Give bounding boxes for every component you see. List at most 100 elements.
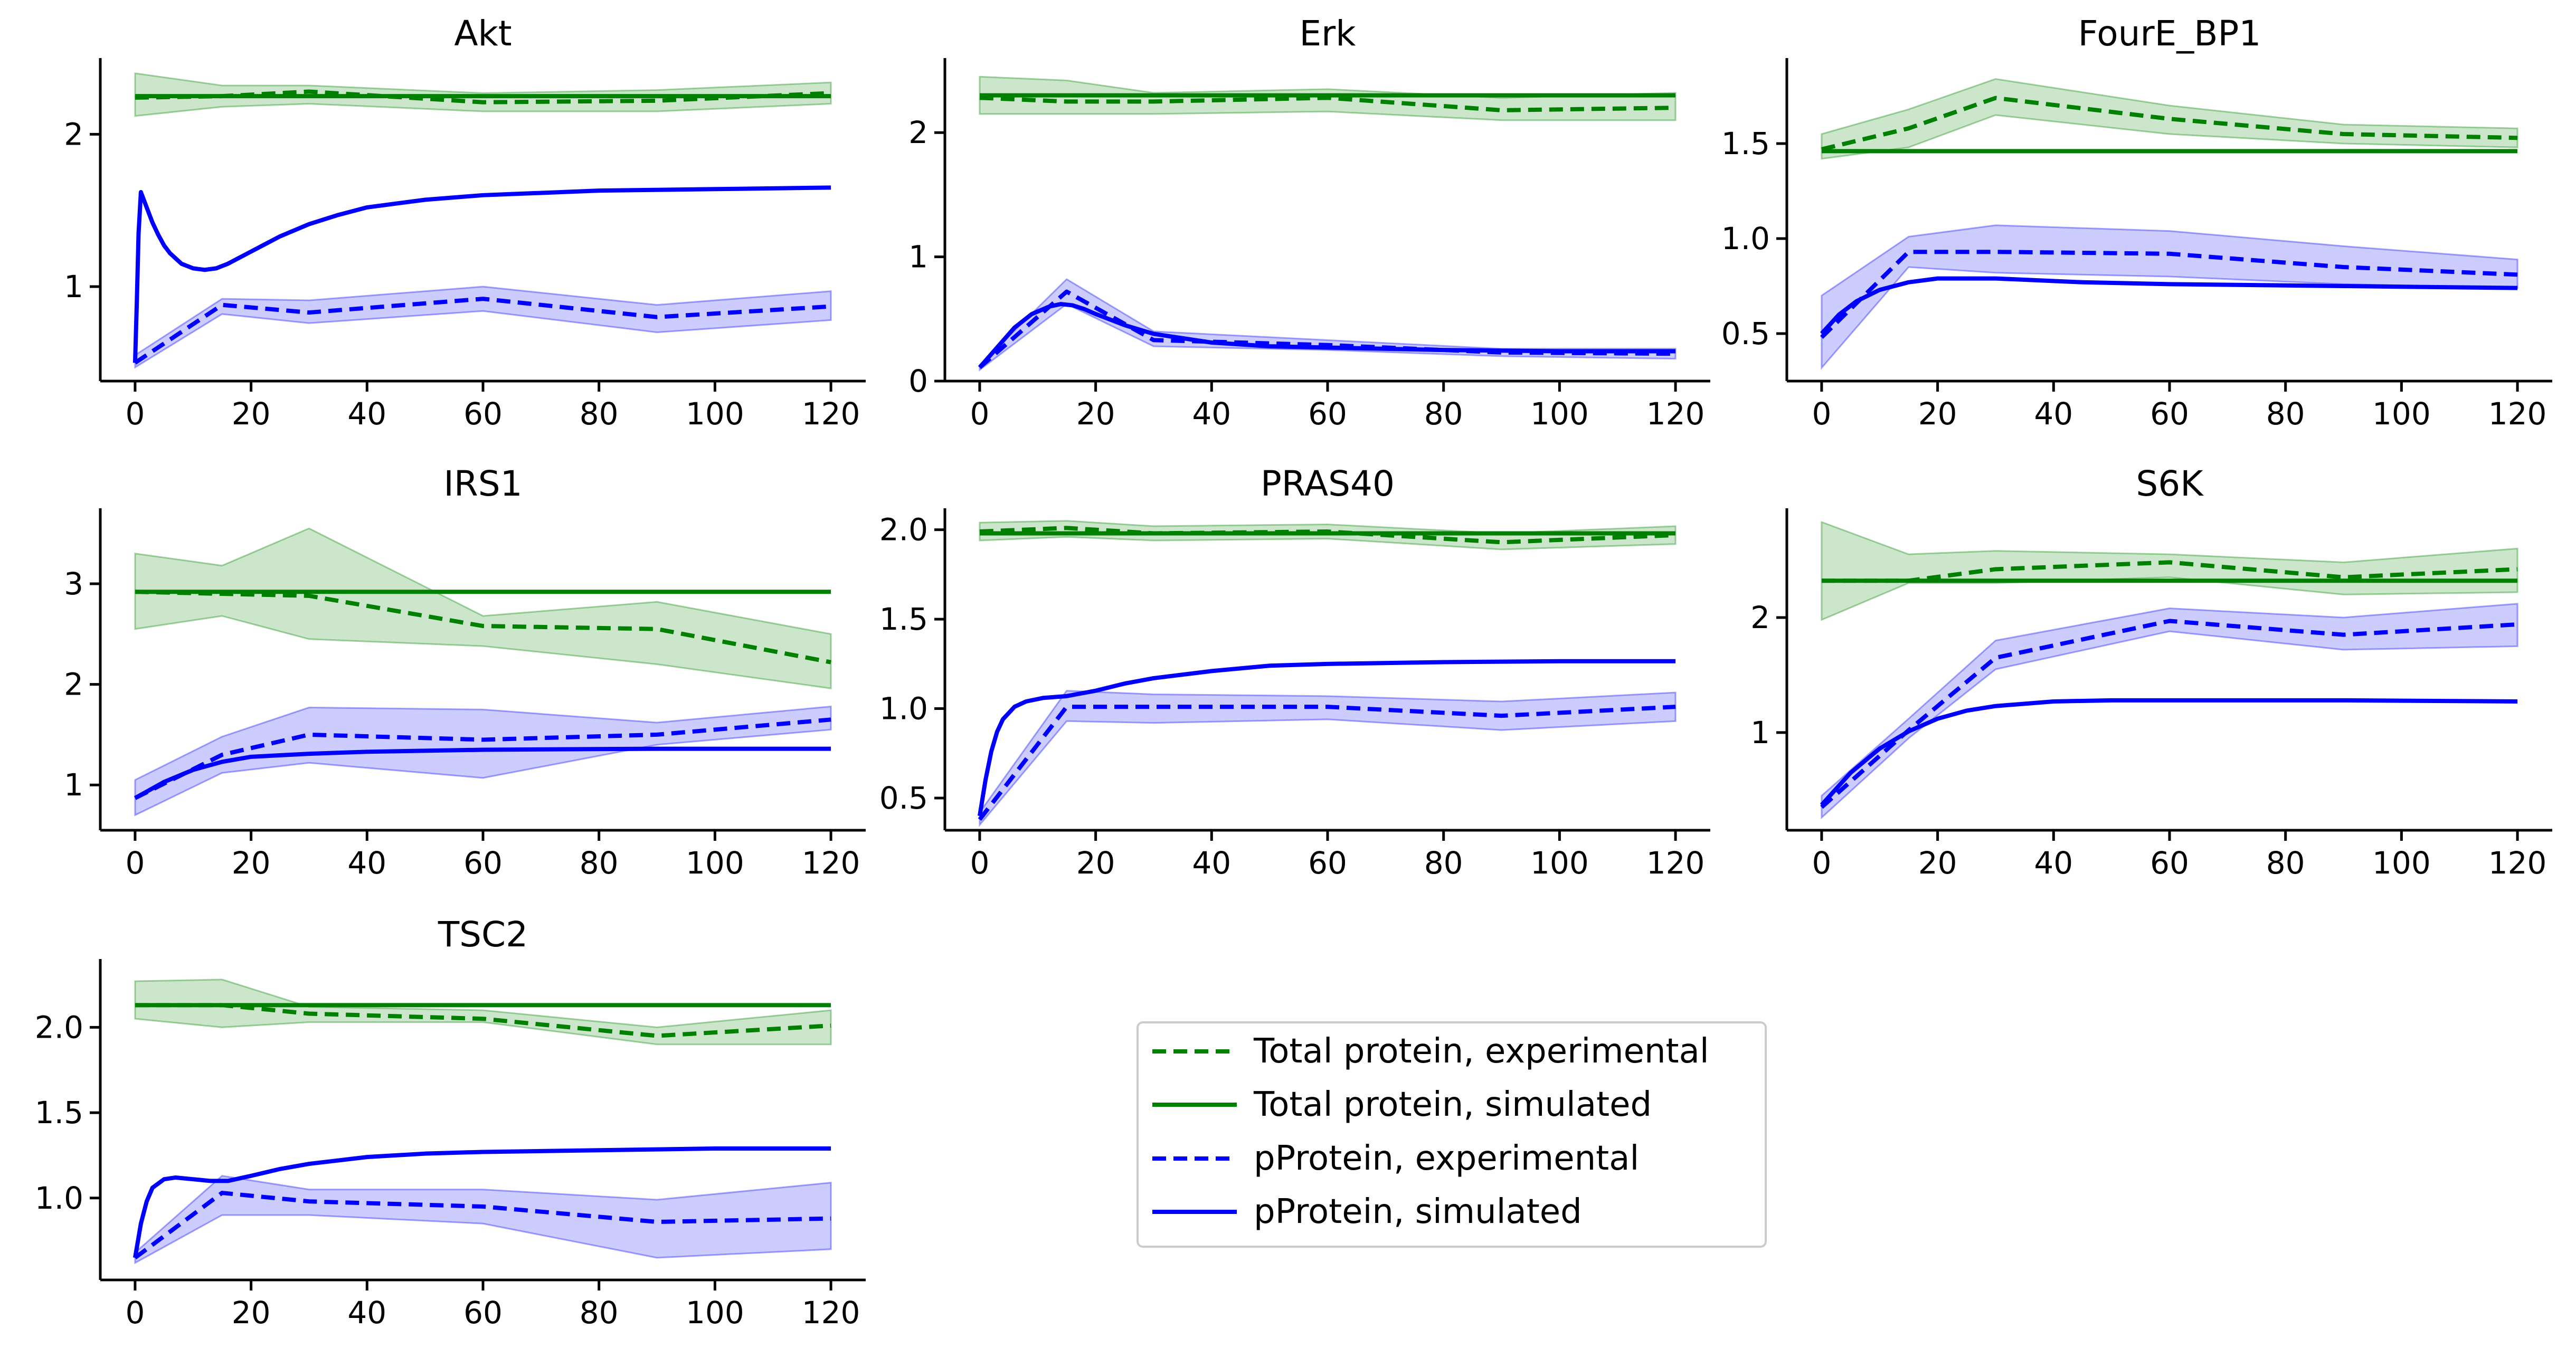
- x-tick-label: 60: [2150, 396, 2189, 432]
- y-tick-label: 2: [64, 116, 83, 152]
- total-protein-experimental-line: [979, 96, 1676, 112]
- pprotein-simulated-line: [132, 1146, 831, 1258]
- x-tick-label: 0: [125, 1295, 145, 1331]
- total-protein-experimental-line: [135, 590, 831, 665]
- x-tick-label: 80: [580, 1295, 619, 1331]
- y-tick-label: 1.5: [879, 601, 928, 637]
- x-tick-label: 20: [1918, 845, 1957, 881]
- y-tick-label: 1.0: [35, 1180, 83, 1216]
- y-tick-label: 1.5: [1721, 126, 1770, 162]
- x-tick-label: 60: [1308, 396, 1347, 432]
- y-tick-label: 2: [908, 115, 928, 150]
- subplot-title: TSC2: [438, 914, 528, 955]
- subplot-title: Akt: [454, 13, 512, 54]
- y-tick-label: 1: [1750, 715, 1770, 751]
- x-tick-label: 120: [802, 396, 860, 432]
- pprotein-simulated-line: [132, 185, 831, 363]
- x-tick-label: 60: [2150, 845, 2189, 881]
- total-protein-band: [134, 979, 832, 1046]
- legend: Total protein, experimental Total protei…: [1137, 1021, 1767, 1248]
- y-tick-label: 2: [64, 667, 83, 703]
- legend-frame: [1137, 1021, 1767, 1248]
- pprotein-band: [134, 1175, 832, 1265]
- x-tick-label: 80: [580, 845, 619, 881]
- x-tick-label: 40: [2034, 396, 2073, 432]
- pprotein-band: [1821, 224, 2518, 370]
- subplot-irs1: IRS1 0 20 40 60 80 100 120 1 2 3: [64, 463, 866, 881]
- x-tick-label: 120: [2488, 845, 2547, 881]
- total-protein-experimental-line: [135, 1003, 831, 1038]
- subplot-erk: Erk 0 20 40 60 80 100 120 0 1 2: [908, 13, 1710, 432]
- subplot-akt: Akt 0 20 40 60 80 100 120 1 2: [64, 13, 866, 432]
- x-tick-label: 100: [2372, 845, 2431, 881]
- pprotein-band: [979, 278, 1677, 372]
- x-tick-label: 20: [1076, 845, 1115, 881]
- x-tick-label: 120: [802, 845, 860, 881]
- legend-label-pprotein-experimental: pProtein, experimental: [1254, 1139, 1639, 1178]
- x-tick-label: 20: [1918, 396, 1957, 432]
- subplot-title: FourE_BP1: [2078, 13, 2261, 54]
- pprotein-band: [979, 690, 1677, 827]
- x-tick-label: 100: [686, 396, 744, 432]
- x-tick-label: 80: [1424, 396, 1463, 432]
- y-tick-label: 1.0: [879, 691, 928, 727]
- legend-label-total-simulated: Total protein, simulated: [1253, 1085, 1652, 1124]
- x-tick-label: 0: [970, 845, 989, 881]
- x-tick-label: 40: [1192, 845, 1231, 881]
- pprotein-experimental-line: [1820, 250, 2518, 339]
- x-tick-label: 120: [2488, 396, 2547, 432]
- y-tick-label: 2: [1750, 600, 1770, 635]
- y-tick-label: 1: [64, 767, 83, 803]
- x-tick-label: 40: [1192, 396, 1231, 432]
- subplot-foure-bp1: FourE_BP1 0 20 40 60 80 100 120 0.5 1.0 1.5: [1721, 13, 2552, 432]
- total-protein-experimental-line: [1821, 560, 2518, 583]
- y-tick-label: 1.5: [35, 1095, 83, 1131]
- total-protein-band: [1821, 520, 2518, 621]
- x-tick-label: 80: [1424, 845, 1463, 881]
- pprotein-simulated-line: [1820, 698, 2518, 806]
- subplot-pras40: PRAS40 0 20 40 60 80 100 120 0.5 1.0 1.5 2.0: [879, 463, 1710, 881]
- subplot-tsc2: TSC2 0 20 40 60 80 100 120 1.0 1.5 2.0: [35, 914, 866, 1331]
- total-protein-experimental-line: [979, 526, 1676, 545]
- x-tick-label: 0: [125, 396, 145, 432]
- x-tick-label: 0: [970, 396, 989, 432]
- x-tick-label: 40: [347, 396, 386, 432]
- subplot-s6k: S6K 0 20 40 60 80 100 120 1 2: [1750, 463, 2552, 881]
- pprotein-experimental-line: [1820, 619, 2518, 809]
- subplot-title: S6K: [2136, 463, 2204, 504]
- pprotein-band: [134, 286, 832, 369]
- x-tick-label: 60: [463, 1295, 503, 1331]
- x-tick-label: 40: [347, 845, 386, 881]
- y-tick-label: 0.5: [879, 780, 928, 816]
- x-tick-label: 0: [1812, 845, 1831, 881]
- x-tick-label: 100: [686, 1295, 744, 1331]
- y-tick-label: 1.0: [1721, 221, 1770, 257]
- y-tick-label: 0: [908, 363, 928, 399]
- x-tick-label: 100: [1530, 845, 1589, 881]
- y-tick-label: 0.5: [1721, 316, 1770, 352]
- subplot-title: PRAS40: [1261, 463, 1395, 504]
- subplot-title: IRS1: [443, 463, 522, 504]
- y-tick-label: 2.0: [879, 512, 928, 548]
- x-tick-label: 120: [802, 1295, 860, 1331]
- x-tick-label: 100: [2372, 396, 2431, 432]
- pprotein-band: [1821, 603, 2518, 820]
- total-protein-band: [1821, 78, 2518, 160]
- total-protein-experimental-line: [135, 89, 831, 105]
- x-tick-label: 60: [1308, 845, 1347, 881]
- x-tick-label: 80: [580, 396, 619, 432]
- x-tick-label: 20: [1076, 396, 1115, 432]
- x-tick-label: 100: [1530, 396, 1589, 432]
- pprotein-experimental-line: [134, 1191, 831, 1260]
- x-tick-label: 0: [125, 845, 145, 881]
- subplot-title: Erk: [1299, 13, 1356, 54]
- x-tick-label: 40: [2034, 845, 2073, 881]
- x-tick-label: 100: [686, 845, 744, 881]
- pprotein-simulated-line: [1820, 276, 2518, 335]
- x-tick-label: 60: [463, 396, 503, 432]
- pprotein-experimental-line: [134, 297, 831, 365]
- y-tick-label: 1: [908, 239, 928, 275]
- x-tick-label: 60: [463, 845, 503, 881]
- x-tick-label: 80: [2266, 845, 2305, 881]
